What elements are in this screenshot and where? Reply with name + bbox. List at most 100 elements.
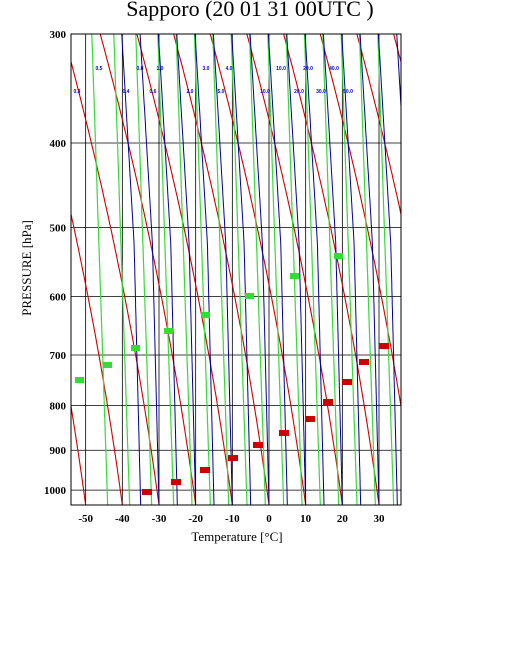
line-label: 40.0 <box>329 66 339 72</box>
line-label: 10.0 <box>260 89 270 95</box>
line-label: 50.0 <box>343 89 353 95</box>
dry-adiabat-line <box>71 211 123 505</box>
y-tick-label: 400 <box>50 138 67 150</box>
line-marker <box>279 430 289 436</box>
y-tick-label: 500 <box>50 223 67 235</box>
moist-adiabat-line <box>194 34 215 505</box>
mixing-ratio-line <box>135 34 153 505</box>
moist-adiabat-line <box>139 34 160 505</box>
y-tick-label: 700 <box>50 350 67 362</box>
dry-adiabat-line <box>430 34 510 505</box>
moist-adiabat-line <box>157 34 178 505</box>
line-label: 2.0 <box>187 89 194 95</box>
dry-adiabat-line <box>99 34 197 505</box>
mixing-ratio-line <box>377 34 395 505</box>
plot-frame <box>70 33 402 506</box>
dry-adiabat-line <box>246 34 343 505</box>
line-label: 1.0 <box>157 66 164 72</box>
line-label: 0.6 <box>150 89 157 95</box>
x-axis-label: Temperature [°C] <box>191 529 282 544</box>
dry-adiabat-line <box>173 34 270 505</box>
line-label: 0.8 <box>137 66 144 72</box>
dry-adiabat-line <box>209 34 307 505</box>
line-marker <box>201 312 210 318</box>
mixing-ratio-line <box>267 34 285 505</box>
line-marker <box>379 343 389 349</box>
mixing-ratio-line <box>340 34 358 505</box>
line-marker <box>164 328 173 334</box>
line-label: 5.0 <box>218 89 225 95</box>
x-tick-label: -20 <box>188 513 203 525</box>
line-marker <box>131 345 140 351</box>
y-axis-ticks: 300 400 500 600 700 800 900 1000 <box>44 29 67 497</box>
dry-adiabat-line <box>283 34 380 505</box>
line-label: 0.4 <box>123 89 130 95</box>
line-marker <box>228 455 238 461</box>
mixing-ratio-line <box>322 34 340 505</box>
x-tick-label: -30 <box>152 513 167 525</box>
x-tick-label: 20 <box>337 513 349 525</box>
moist-adiabat-line <box>322 34 343 505</box>
line-label: 3.0 <box>203 66 210 72</box>
moist-adiabat-line <box>176 34 197 505</box>
line-marker <box>290 273 299 279</box>
x-tick-label: 0 <box>266 513 272 525</box>
mixing-ratio-line <box>212 34 230 505</box>
dry-adiabat-line <box>504 34 510 505</box>
moist-adiabat-line <box>121 34 142 505</box>
mixing-ratio-line <box>91 34 109 505</box>
y-tick-label: 1000 <box>44 485 67 497</box>
moist-adiabat-line <box>341 34 362 505</box>
dry-adiabat-line <box>136 34 233 505</box>
line-marker <box>171 479 181 485</box>
y-tick-label: 600 <box>50 292 67 304</box>
x-tick-label: -50 <box>78 513 93 525</box>
line-marker <box>323 399 333 405</box>
mixing-ratio-line <box>358 34 376 505</box>
chart-title: Sapporo (20 01 31 00UTC ) <box>126 0 373 21</box>
mixing-ratio-line <box>248 34 266 505</box>
line-label: 0.3 <box>74 89 81 95</box>
dry-adiabat-line <box>393 34 401 64</box>
line-labels: 0.5 0.8 1.0 3.0 4.0 10.0 20.0 40.0 0.3 0.4 0.6 2.0 5… <box>74 66 389 495</box>
mixing-ratio-line <box>285 34 303 505</box>
dry-adiabat-line <box>319 34 401 410</box>
line-marker <box>253 442 263 448</box>
x-tick-label: 30 <box>374 513 386 525</box>
line-marker <box>305 416 315 422</box>
y-axis-label: PRESSURE [hPa] <box>19 220 34 316</box>
moist-adiabat-line <box>359 34 380 505</box>
mixing-ratio-line <box>193 34 211 505</box>
y-tick-label: 900 <box>50 445 67 457</box>
line-marker <box>342 379 352 385</box>
y-tick-label: 300 <box>50 29 67 41</box>
line-label: 0.5 <box>96 66 103 72</box>
line-marker <box>75 377 84 383</box>
line-marker <box>359 359 369 365</box>
x-tick-label: 10 <box>300 513 312 525</box>
line-label: 30.0 <box>316 89 326 95</box>
mixing-ratio-line <box>157 34 175 505</box>
line-marker <box>334 253 343 259</box>
moist-adiabat-line <box>267 34 288 505</box>
line-marker <box>200 467 210 473</box>
line-label: 20.0 <box>294 89 304 95</box>
moist-adiabat-line <box>249 34 270 505</box>
dry-adiabat-line <box>71 402 87 505</box>
x-tick-label: -40 <box>115 513 130 525</box>
line-label: 4.0 <box>226 66 233 72</box>
line-marker <box>245 293 254 299</box>
mixing-ratio-line <box>303 34 321 505</box>
dry-adiabat-line <box>467 34 510 505</box>
y-tick-label: 800 <box>50 401 67 413</box>
mixing-ratio-line <box>230 34 248 505</box>
line-label: 10.0 <box>276 66 286 72</box>
moist-adiabat-line <box>231 34 252 505</box>
x-axis-ticks: -50 -40 -30 -20 -10 0 10 20 30 <box>78 513 385 525</box>
line-marker <box>142 489 152 495</box>
moist-adiabat-line <box>377 34 398 505</box>
x-tick-label: -10 <box>225 513 240 525</box>
line-label: 20.0 <box>303 66 313 72</box>
mixing-ratio-line <box>113 34 131 505</box>
